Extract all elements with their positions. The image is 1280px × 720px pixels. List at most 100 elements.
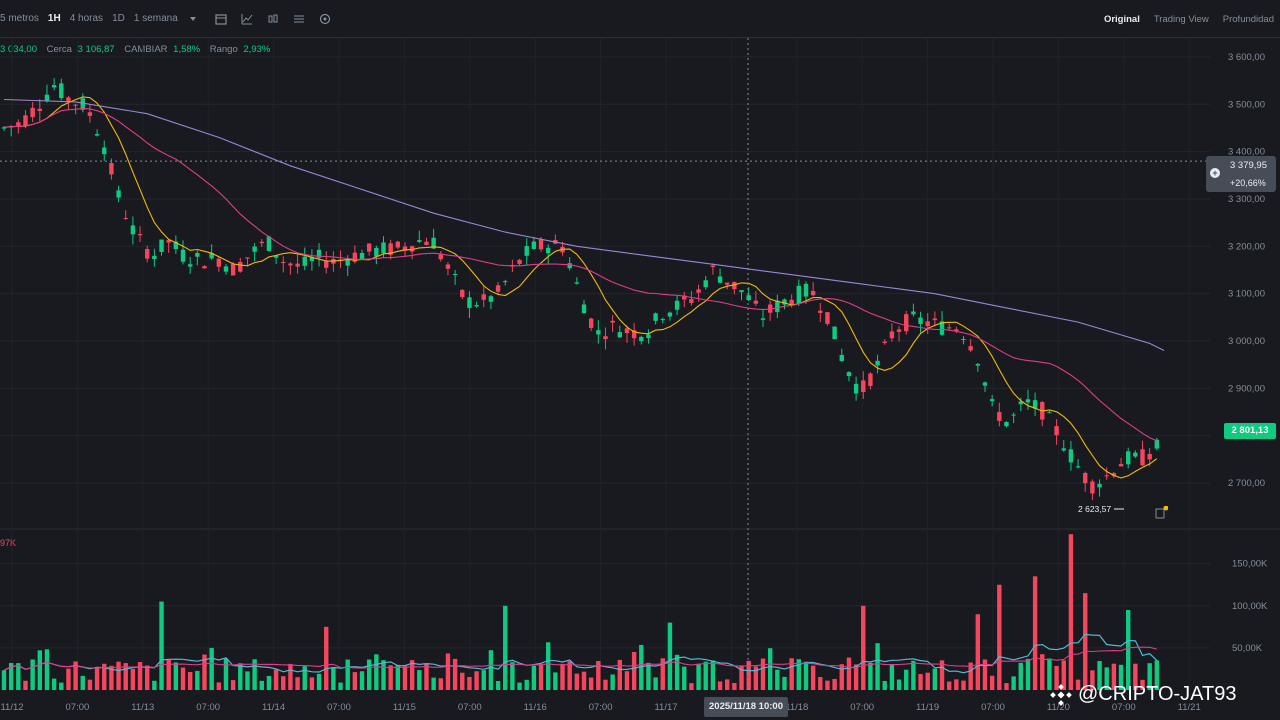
candle-body xyxy=(460,289,465,297)
time-tick-label: 11/15 xyxy=(393,702,416,713)
candle-body xyxy=(324,261,329,268)
candle-body xyxy=(861,380,866,393)
volume-bar xyxy=(553,672,558,690)
candle-body xyxy=(202,266,207,269)
candle-body xyxy=(51,85,57,88)
candle-body xyxy=(818,310,823,313)
volume-bar xyxy=(338,682,343,690)
candle-body xyxy=(710,265,716,268)
candle-body xyxy=(467,297,472,308)
timeframe-4h[interactable]: 4 horas xyxy=(69,13,104,24)
volume-bar xyxy=(961,680,966,690)
volume-bar xyxy=(37,650,43,690)
alert-icon[interactable] xyxy=(1154,505,1169,520)
volume-bar xyxy=(1083,593,1088,690)
candle-body xyxy=(932,318,938,321)
volume-bar xyxy=(510,662,515,690)
timeframe-1w[interactable]: 1 semana xyxy=(133,13,178,24)
candle-body xyxy=(1018,401,1023,405)
calendar-icon[interactable] xyxy=(215,13,227,25)
time-tick-label: 07:00 xyxy=(458,702,482,713)
volume-bar xyxy=(753,666,759,690)
volume-bar xyxy=(782,676,787,690)
volume-bar xyxy=(445,653,451,690)
candle-body xyxy=(288,263,293,266)
candle-body xyxy=(596,330,601,335)
time-tick-label: 11/12 xyxy=(0,702,23,713)
crosshair-price: 3 379,95 xyxy=(1230,160,1267,171)
candle-body xyxy=(911,311,916,315)
volume-bar xyxy=(853,664,859,690)
volume-bar xyxy=(875,643,880,690)
price-tick-label: 3 400,00 xyxy=(1228,147,1265,158)
candle-body xyxy=(481,294,486,300)
change-value: 1,58% xyxy=(173,44,201,55)
volume-bar xyxy=(646,662,651,690)
volume-bar xyxy=(1004,683,1009,690)
chart-toolbar: 5 metros 1H 4 horas 1D 1 semana Original… xyxy=(0,0,1280,38)
volume-bar xyxy=(137,662,143,690)
candle-body xyxy=(309,257,315,262)
volume-bar xyxy=(266,675,272,690)
candle-body xyxy=(753,300,759,304)
settings-icon[interactable] xyxy=(293,13,305,25)
ma99-line xyxy=(3,98,1165,351)
timeframe-5m[interactable]: 5 metros xyxy=(0,13,39,24)
volume-bar xyxy=(366,659,372,690)
candle-body xyxy=(1154,439,1160,449)
volume-bar xyxy=(359,671,365,690)
candle-body xyxy=(66,97,71,102)
timeframe-1d[interactable]: 1D xyxy=(112,13,125,24)
volume-bar xyxy=(216,682,222,690)
volume-bar xyxy=(109,665,114,690)
volume-bar xyxy=(1040,654,1045,690)
volume-bar xyxy=(245,671,250,690)
volume-bar xyxy=(725,679,730,690)
tab-original[interactable]: Original xyxy=(1103,14,1140,25)
volume-bar xyxy=(381,660,386,690)
chevron-down-icon[interactable] xyxy=(187,13,199,25)
volume-bar xyxy=(495,681,501,690)
add-alert-icon[interactable]: + xyxy=(1210,168,1220,178)
volume-bar xyxy=(116,661,121,690)
time-tick-label: 11/16 xyxy=(524,702,547,713)
volume-bar xyxy=(94,667,100,690)
volume-bar xyxy=(202,654,207,690)
candles-icon[interactable] xyxy=(267,13,279,25)
open-value: 3 034,00 xyxy=(0,44,37,55)
timeframe-1h[interactable]: 1H xyxy=(47,13,61,24)
low-price-label: 2 623,57 xyxy=(1078,504,1112,514)
candle-body xyxy=(531,241,537,249)
candle-body xyxy=(145,249,150,259)
candle-body xyxy=(1133,452,1138,457)
volume-bar xyxy=(574,673,580,690)
candle-body xyxy=(1,127,7,129)
candle-body xyxy=(825,312,830,324)
candle-body xyxy=(94,133,100,136)
volume-bar xyxy=(982,659,988,690)
candle-body xyxy=(109,163,114,175)
volume-bar xyxy=(1140,679,1145,690)
tab-trading-view[interactable]: Trading View xyxy=(1153,14,1209,25)
candle-body xyxy=(16,122,21,126)
indicators-icon[interactable] xyxy=(241,13,253,25)
volume-bar xyxy=(503,605,508,690)
volume-bar xyxy=(223,658,229,690)
volume-bar xyxy=(1090,670,1095,690)
candle-body xyxy=(424,241,429,246)
volume-bar xyxy=(51,678,57,690)
volume-bar xyxy=(130,668,136,690)
ma7-line xyxy=(3,96,1158,479)
volume-bar xyxy=(145,665,150,690)
candle-body xyxy=(646,334,651,339)
tab-depth[interactable]: Profundidad xyxy=(1222,14,1274,25)
volume-bar xyxy=(803,661,809,690)
volume-tick-label: 50,00K xyxy=(1232,643,1263,654)
range-value: 2,93% xyxy=(243,44,271,55)
close-label: Cerca xyxy=(46,44,72,55)
volume-bar xyxy=(968,662,973,690)
volume-bar xyxy=(1147,663,1152,690)
candle-body xyxy=(868,373,873,386)
gear-icon[interactable] xyxy=(319,13,331,25)
